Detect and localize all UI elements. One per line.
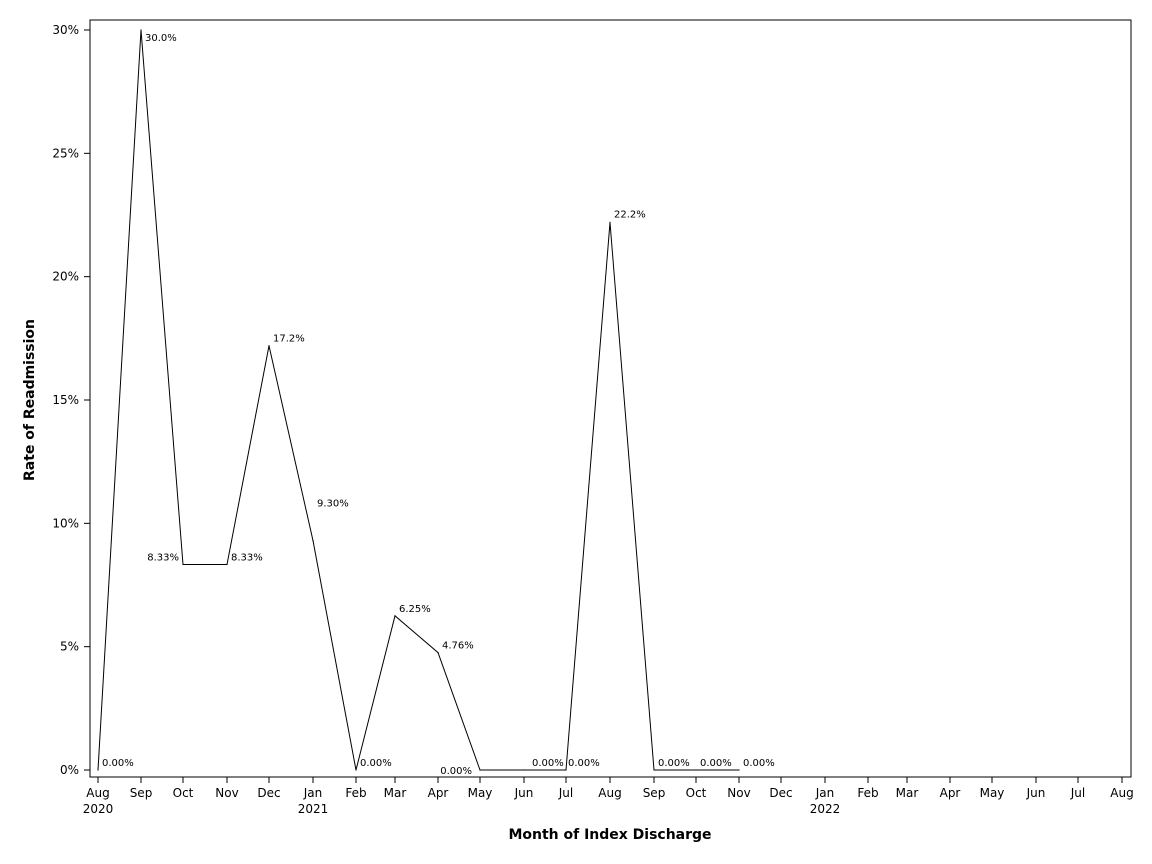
- x-tick-label: Jan: [303, 786, 323, 800]
- data-label: 0.00%: [658, 758, 690, 769]
- x-tick-label: Dec: [769, 786, 792, 800]
- y-axis-title: Rate of Readmission: [22, 319, 38, 481]
- x-tick-label: Oct: [173, 786, 194, 800]
- x-year-label: 2020: [83, 802, 114, 816]
- data-point: [226, 563, 228, 566]
- x-tick-label: Sep: [643, 786, 666, 800]
- x-tick-label: Aug: [1110, 786, 1133, 800]
- data-point: [97, 769, 99, 771]
- y-tick-label: 10%: [52, 516, 79, 530]
- data-label: 0.00%: [700, 758, 732, 769]
- y-tick-label: 5%: [60, 640, 79, 654]
- x-year-label: 2022: [810, 802, 841, 816]
- data-label: 0.00%: [360, 758, 392, 769]
- data-point: [268, 345, 270, 347]
- data-label: 0.00%: [743, 758, 775, 769]
- data-label: 0.00%: [440, 766, 472, 777]
- data-label: 17.2%: [273, 334, 305, 345]
- data-point: [312, 540, 314, 542]
- x-tick-label: Apr: [940, 786, 961, 800]
- x-axis: Aug Sep Oct Nov Dec Jan Feb Mar Apr May Jun Jul Aug S…: [83, 777, 1134, 816]
- data-point: [653, 769, 655, 771]
- data-point: [523, 769, 525, 771]
- data-point: [738, 769, 740, 771]
- x-tick-label: Mar: [384, 786, 407, 800]
- series-line: [97, 29, 739, 771]
- data-point: [609, 221, 611, 223]
- x-tick-label: Aug: [598, 786, 621, 800]
- x-tick-label: Apr: [428, 786, 449, 800]
- data-point: [355, 769, 357, 771]
- y-tick-label: 20%: [52, 270, 79, 284]
- x-tick-label: Oct: [686, 786, 707, 800]
- x-tick-label: Jun: [1026, 786, 1046, 800]
- x-tick-label: Nov: [215, 786, 238, 800]
- data-point: [479, 769, 481, 771]
- data-point: [437, 651, 439, 654]
- y-tick-label: 0%: [60, 763, 79, 777]
- data-point: [182, 563, 184, 566]
- data-label: 30.0%: [145, 33, 177, 44]
- x-tick-label: Jul: [558, 786, 573, 800]
- data-label-layer: 0.00% 30.0% 8.33% 8.33% 17.2% 9.30% 0.00% 6.25%…: [102, 33, 775, 777]
- x-year-label: 2021: [298, 802, 329, 816]
- data-label: 8.33%: [231, 553, 263, 564]
- data-label: 0.00%: [102, 758, 134, 769]
- x-tick-label: Feb: [345, 786, 366, 800]
- y-tick-label: 30%: [52, 23, 79, 37]
- x-tick-label: Aug: [86, 786, 109, 800]
- x-tick-label: Jul: [1070, 786, 1085, 800]
- data-label: 4.76%: [442, 641, 474, 652]
- data-label: 9.30%: [317, 499, 349, 510]
- data-label: 22.2%: [614, 209, 646, 220]
- plot-frame: [89, 19, 1132, 778]
- y-tick-label: 15%: [52, 393, 79, 407]
- x-tick-label: Sep: [130, 786, 153, 800]
- x-tick-label: Jun: [514, 786, 534, 800]
- data-label: 6.25%: [399, 604, 431, 615]
- x-tick-label: Feb: [857, 786, 878, 800]
- x-axis-title: Month of Index Discharge: [508, 827, 711, 843]
- data-point: [394, 615, 396, 617]
- data-label: 0.00%: [568, 758, 600, 769]
- series-layer: [97, 29, 740, 771]
- data-label: 0.00%: [532, 758, 564, 769]
- data-point: [565, 769, 567, 771]
- y-axis: 0% 5% 10% 15% 20% 25% 30%: [52, 23, 90, 777]
- x-tick-label: Jan: [815, 786, 835, 800]
- data-point: [695, 769, 697, 771]
- x-tick-label: Nov: [727, 786, 750, 800]
- x-tick-label: Mar: [896, 786, 919, 800]
- x-tick-label: May: [468, 786, 493, 800]
- x-tick-label: May: [980, 786, 1005, 800]
- data-label: 8.33%: [147, 553, 179, 564]
- data-point: [140, 29, 142, 31]
- y-tick-label: 25%: [52, 146, 79, 160]
- x-tick-label: Dec: [257, 786, 280, 800]
